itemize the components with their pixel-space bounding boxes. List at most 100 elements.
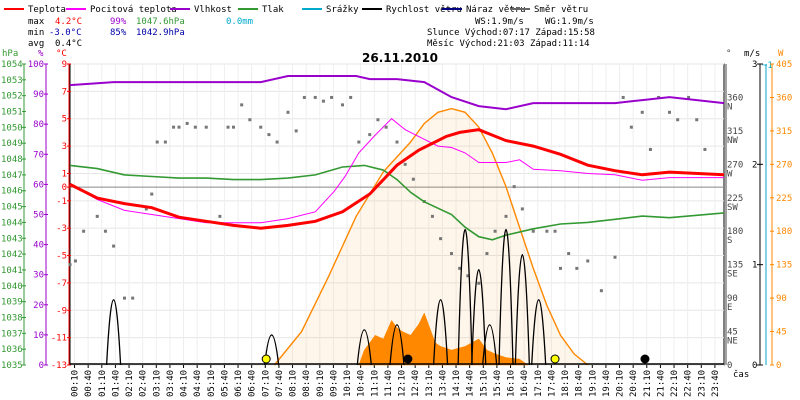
- ms-tick-label: 3: [752, 60, 757, 70]
- time-tick-label: 15:40: [493, 370, 503, 397]
- legend: Teplota Pocitová teplota Vlhkost Tlak Srážky…: [4, 5, 588, 15]
- sun-event-marker: [550, 354, 560, 364]
- hpa-tick-label: 1040: [1, 282, 23, 292]
- stats-min-press: 1042.9hPa: [136, 28, 185, 38]
- w-tick-label: 270: [776, 160, 792, 170]
- wind-dir-point: [485, 252, 489, 256]
- solar-line: [273, 107, 589, 366]
- wind-dir-point: [150, 192, 154, 196]
- time-tick-label: 00:40: [84, 370, 94, 397]
- pct-tick-label: 30: [33, 271, 44, 281]
- hpa-tick-label: 1049: [1, 139, 23, 149]
- time-tick-label: 05:10: [207, 370, 217, 397]
- sun-info: Slunce Východ:07:17 Západ:15:58: [427, 28, 595, 38]
- pressure-line: [69, 164, 725, 241]
- dir-tick-label: E: [727, 303, 732, 313]
- humidity-line: [69, 75, 725, 111]
- hpa-tick-label: 1052: [1, 92, 23, 102]
- time-tick-label: 20:40: [629, 370, 639, 397]
- dir-tick-label: W: [727, 169, 733, 179]
- time-tick-label: 10:40: [357, 370, 367, 397]
- temp-tick-label: 0: [62, 183, 67, 193]
- dir-axis-label: °: [726, 49, 731, 59]
- wind-dir-point: [131, 296, 135, 300]
- stats-min-temp: -3.0°C: [49, 28, 82, 38]
- wind-dir-point: [82, 229, 86, 233]
- wind-dir-point: [123, 296, 126, 300]
- hpa-tick-label: 1042: [1, 250, 23, 260]
- wind-dir-point: [330, 95, 334, 99]
- chart-date-title: 26.11.2010: [362, 51, 438, 65]
- hpa-tick-label: 1038: [1, 313, 23, 323]
- time-tick-label: 00:10: [71, 370, 81, 397]
- wind-dir-point: [450, 252, 453, 256]
- wind-dir-point: [648, 147, 652, 151]
- wind-dir-point: [248, 118, 252, 122]
- time-tick-label: 11:40: [384, 370, 394, 397]
- temp-tick-label: 1: [62, 169, 67, 179]
- wind-dir-point: [349, 95, 353, 99]
- hpa-tick-label: 1054: [1, 60, 23, 70]
- stats-max-rain: 0.0mm: [226, 17, 253, 27]
- wind-dir-point: [458, 266, 462, 270]
- hpa-tick-label: 1044: [1, 218, 23, 228]
- time-tick-label: 12:40: [411, 370, 421, 397]
- time-tick-label: 07:40: [275, 370, 285, 397]
- time-tick-label: 05:40: [220, 370, 230, 397]
- hpa-axis-label: hPa: [2, 49, 18, 59]
- hpa-tick-label: 1039: [1, 298, 23, 308]
- w-tick-label: 135: [776, 261, 792, 271]
- wind-dir-point: [95, 214, 99, 218]
- stats-block: max 4.2°C 99% 1047.6hPa 0.0mm min -3.0°C…: [28, 17, 253, 49]
- wind-dir-point: [259, 125, 263, 129]
- wind-speed-peak: [105, 299, 122, 366]
- wind-dir-point: [621, 95, 625, 99]
- wind-dir-point: [267, 133, 271, 137]
- wind-dir-point: [395, 140, 399, 144]
- time-tick-label: 06:10: [234, 370, 244, 397]
- time-tick-label: 18:10: [561, 370, 571, 397]
- wind-dir-point: [520, 207, 524, 211]
- dir-tick-label: S: [727, 236, 732, 246]
- pct-tick-label: 60: [33, 180, 44, 190]
- dir-tick-label: 135: [727, 261, 743, 271]
- wind-speed-peak: [482, 324, 498, 366]
- time-axis-label: čas: [733, 369, 749, 380]
- wind-dir-point: [341, 103, 344, 107]
- stats-min-hum: 85%: [110, 28, 127, 38]
- wind-dir-point: [439, 237, 443, 241]
- pct-tick-label: 20: [33, 301, 44, 311]
- hpa-tick-label: 1051: [1, 108, 23, 118]
- wind-dir-point: [466, 274, 470, 278]
- wind-speed-peak: [498, 228, 514, 366]
- wind-dir-point: [218, 214, 222, 218]
- temperature-line: [69, 128, 725, 230]
- wind-dir-point: [103, 229, 107, 233]
- temp-tick-label: -5: [56, 252, 67, 262]
- wind-dir-point: [163, 140, 167, 144]
- wind-dir-point: [294, 129, 298, 133]
- temp-tick-label: -9: [56, 306, 67, 316]
- sun-event-marker: [261, 354, 271, 364]
- pct-tick-label: 90: [33, 90, 44, 100]
- time-tick-label: 21:10: [643, 370, 653, 397]
- time-tick-label: 14:40: [466, 370, 476, 397]
- wind-dir-point: [668, 110, 671, 114]
- legend-label: Srážky: [326, 5, 359, 15]
- stats-max-temp: 4.2°C: [55, 17, 82, 27]
- temp-tick-label: -3: [56, 224, 67, 234]
- dir-tick-label: NW: [727, 136, 738, 146]
- wind-dir-point: [512, 185, 516, 189]
- wind-dir-point: [232, 125, 235, 129]
- stats-min-label: min: [28, 28, 44, 38]
- moon-event-marker: [403, 354, 413, 364]
- time-tick-label: 07:10: [261, 370, 271, 397]
- wind-dir-point: [321, 99, 325, 103]
- wind-speed-peak: [356, 329, 372, 366]
- hpa-tick-label: 1048: [1, 155, 23, 165]
- legend-label: Rychlost větru: [386, 5, 462, 15]
- wind-dir-point: [493, 229, 497, 233]
- time-tick-label: 08:10: [289, 370, 299, 397]
- wind-dir-point: [403, 162, 407, 166]
